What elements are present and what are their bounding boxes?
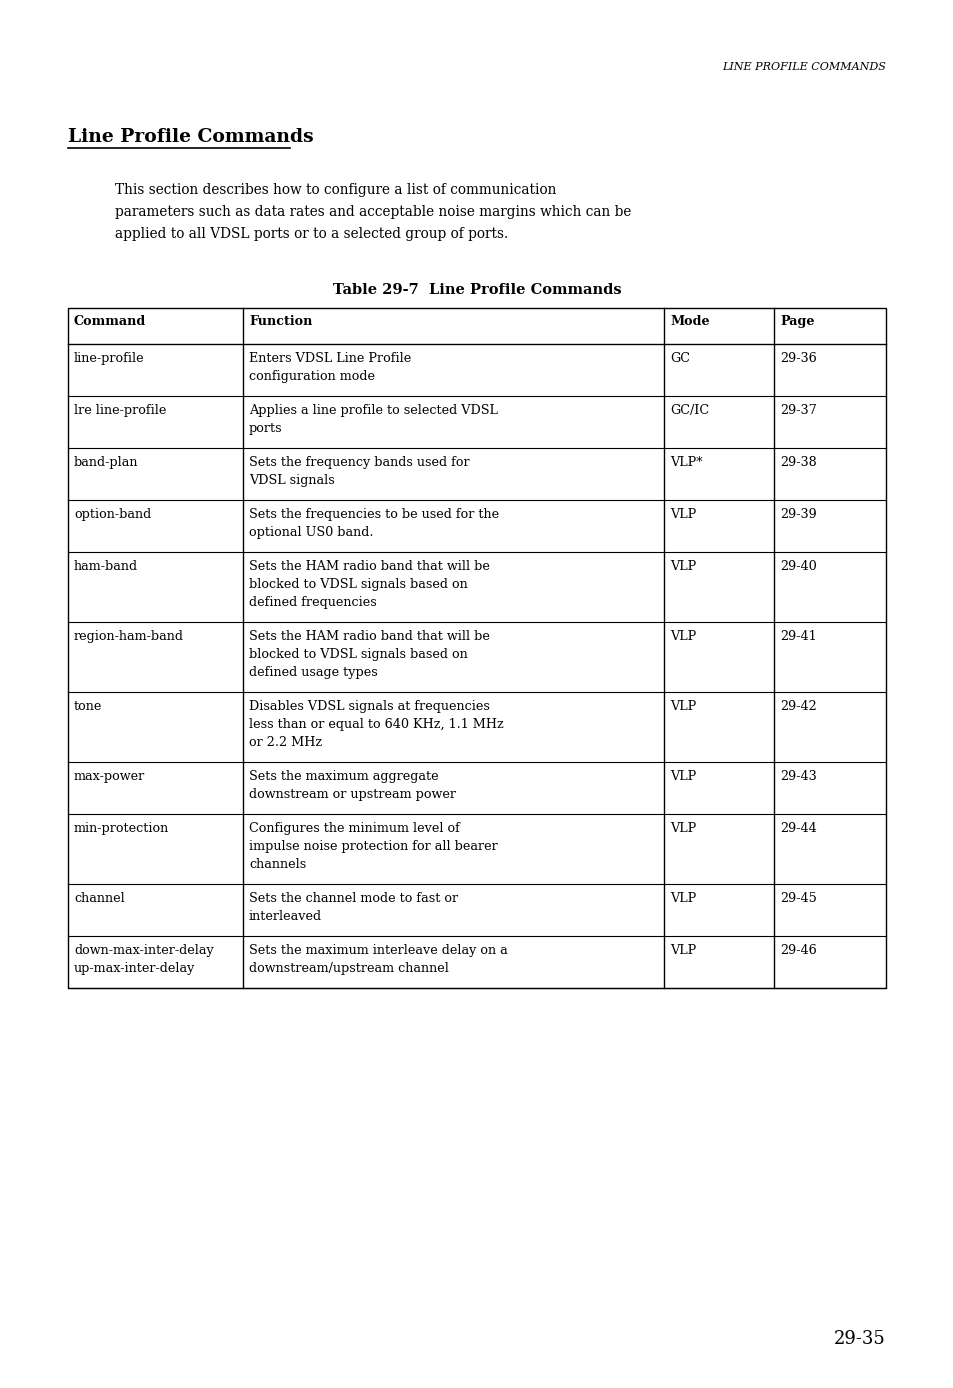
Text: min-protection: min-protection <box>74 822 169 836</box>
Text: Configures the minimum level of: Configures the minimum level of <box>249 822 459 836</box>
Text: Applies a line profile to selected VDSL: Applies a line profile to selected VDSL <box>249 404 497 416</box>
Text: VLP: VLP <box>669 630 696 643</box>
Text: channels: channels <box>249 858 306 872</box>
Text: blocked to VDSL signals based on: blocked to VDSL signals based on <box>249 648 467 661</box>
Text: VLP: VLP <box>669 770 696 783</box>
Text: Function: Function <box>249 315 312 328</box>
Text: VLP: VLP <box>669 559 696 573</box>
Text: applied to all VDSL ports or to a selected group of ports.: applied to all VDSL ports or to a select… <box>115 228 508 242</box>
Text: Enters VDSL Line Profile: Enters VDSL Line Profile <box>249 353 411 365</box>
Text: VLP: VLP <box>669 508 696 520</box>
Text: impulse noise protection for all bearer: impulse noise protection for all bearer <box>249 840 497 854</box>
Text: region-ham-band: region-ham-band <box>74 630 184 643</box>
Text: max-power: max-power <box>74 770 145 783</box>
Text: 29-39: 29-39 <box>780 508 816 520</box>
Text: Sets the maximum interleave delay on a: Sets the maximum interleave delay on a <box>249 944 507 956</box>
Text: blocked to VDSL signals based on: blocked to VDSL signals based on <box>249 577 467 591</box>
Bar <box>68 308 885 988</box>
Text: Page: Page <box>780 315 814 328</box>
Text: line-profile: line-profile <box>74 353 145 365</box>
Text: option-band: option-band <box>74 508 152 520</box>
Text: Sets the frequency bands used for: Sets the frequency bands used for <box>249 457 469 469</box>
Text: ports: ports <box>249 422 282 434</box>
Text: tone: tone <box>74 700 102 713</box>
Text: Sets the HAM radio band that will be: Sets the HAM radio band that will be <box>249 559 489 573</box>
Text: down-max-inter-delay: down-max-inter-delay <box>74 944 213 956</box>
Text: downstream or upstream power: downstream or upstream power <box>249 788 456 801</box>
Text: VLP: VLP <box>669 700 696 713</box>
Text: Table 29-7  Line Profile Commands: Table 29-7 Line Profile Commands <box>333 283 620 297</box>
Text: parameters such as data rates and acceptable noise margins which can be: parameters such as data rates and accept… <box>115 205 631 219</box>
Text: VDSL signals: VDSL signals <box>249 473 335 487</box>
Text: or 2.2 MHz: or 2.2 MHz <box>249 736 322 750</box>
Text: 29-44: 29-44 <box>780 822 816 836</box>
Text: VLP: VLP <box>669 892 696 905</box>
Text: Sets the maximum aggregate: Sets the maximum aggregate <box>249 770 438 783</box>
Text: Command: Command <box>74 315 146 328</box>
Text: configuration mode: configuration mode <box>249 371 375 383</box>
Text: 29-46: 29-46 <box>780 944 816 956</box>
Text: interleaved: interleaved <box>249 911 322 923</box>
Text: Line Profile Commands: Line Profile Commands <box>68 128 314 146</box>
Text: 29-35: 29-35 <box>833 1330 885 1348</box>
Text: 29-43: 29-43 <box>780 770 816 783</box>
Text: 29-40: 29-40 <box>780 559 816 573</box>
Text: LINE PROFILE COMMANDS: LINE PROFILE COMMANDS <box>721 62 885 72</box>
Text: band-plan: band-plan <box>74 457 138 469</box>
Text: lre line-profile: lre line-profile <box>74 404 166 416</box>
Text: Mode: Mode <box>669 315 709 328</box>
Text: VLP: VLP <box>669 822 696 836</box>
Text: VLP: VLP <box>669 944 696 956</box>
Text: This section describes how to configure a list of communication: This section describes how to configure … <box>115 183 556 197</box>
Text: optional US0 band.: optional US0 band. <box>249 526 374 539</box>
Text: Sets the frequencies to be used for the: Sets the frequencies to be used for the <box>249 508 498 520</box>
Text: Sets the HAM radio band that will be: Sets the HAM radio band that will be <box>249 630 489 643</box>
Text: Sets the channel mode to fast or: Sets the channel mode to fast or <box>249 892 457 905</box>
Text: 29-38: 29-38 <box>780 457 816 469</box>
Text: downstream/upstream channel: downstream/upstream channel <box>249 962 449 974</box>
Text: ham-band: ham-band <box>74 559 138 573</box>
Text: 29-41: 29-41 <box>780 630 816 643</box>
Text: up-max-inter-delay: up-max-inter-delay <box>74 962 195 974</box>
Text: 29-36: 29-36 <box>780 353 816 365</box>
Text: GC/IC: GC/IC <box>669 404 708 416</box>
Text: 29-42: 29-42 <box>780 700 816 713</box>
Text: channel: channel <box>74 892 125 905</box>
Text: less than or equal to 640 KHz, 1.1 MHz: less than or equal to 640 KHz, 1.1 MHz <box>249 718 503 731</box>
Text: 29-45: 29-45 <box>780 892 816 905</box>
Text: VLP*: VLP* <box>669 457 701 469</box>
Text: defined frequencies: defined frequencies <box>249 595 376 609</box>
Text: Disables VDSL signals at frequencies: Disables VDSL signals at frequencies <box>249 700 489 713</box>
Text: defined usage types: defined usage types <box>249 666 377 679</box>
Text: 29-37: 29-37 <box>780 404 816 416</box>
Text: GC: GC <box>669 353 689 365</box>
